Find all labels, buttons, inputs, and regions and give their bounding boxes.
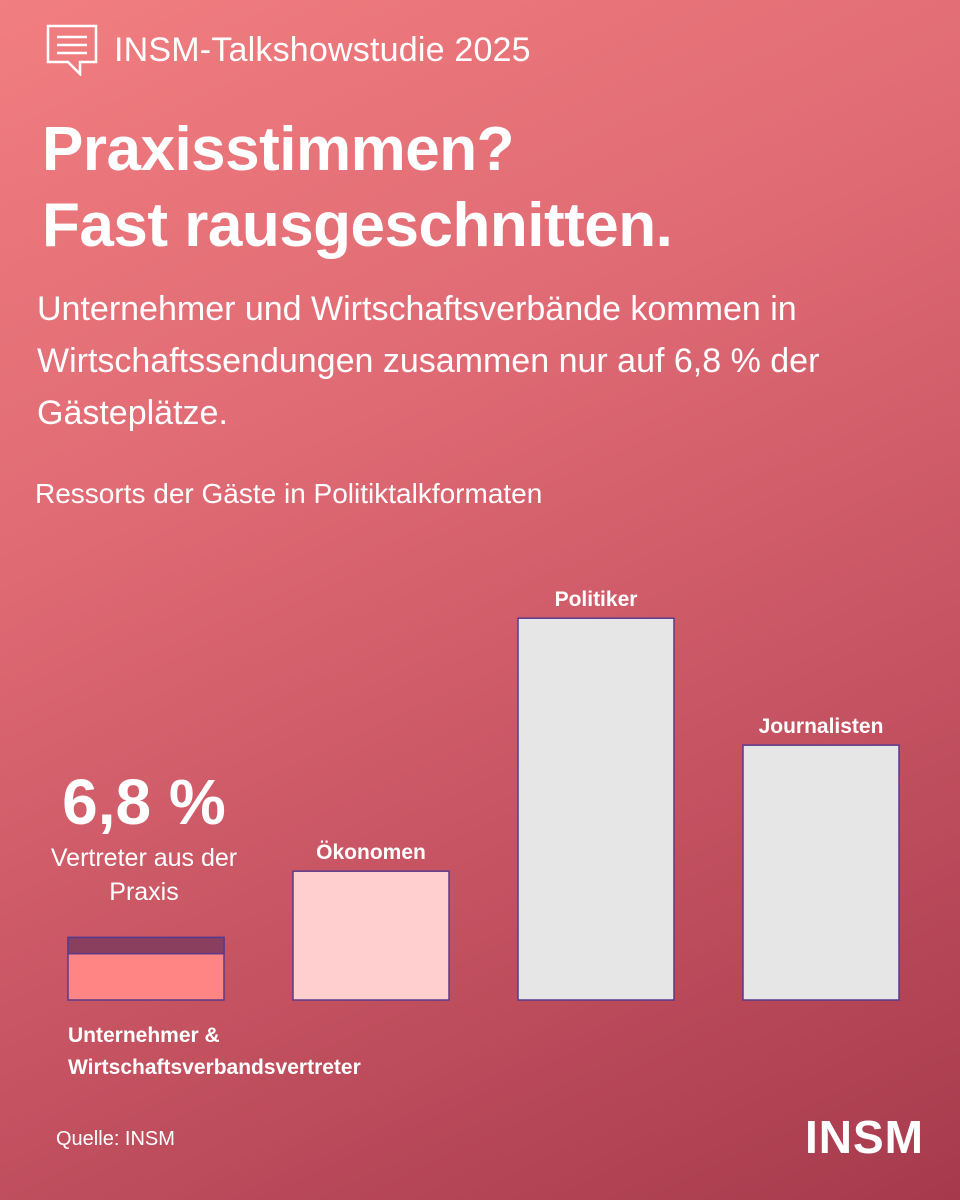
source-note: Quelle: INSM [56,1128,175,1150]
bar-label-3: Journalisten [759,715,884,738]
bar-3 [742,744,900,1001]
insm-logo: INSM [805,1111,924,1163]
highlight-value: 6,8 % [62,766,226,838]
chat-bubble-icon [46,24,98,76]
headline-line-2: Fast rausgeschnitten. [42,191,673,260]
subtitle: Unternehmer und Wirtschaftsverbände komm… [37,290,820,432]
bar-label-1: Ökonomen [316,841,426,864]
bar-0-top-segment [67,936,225,955]
bar-chart: Ökonomen Politiker Journalisten Unternehmer… [51,588,900,1079]
bar-label-2: Politiker [555,588,638,611]
bar-label-0-line-1: Unternehmer & [68,1024,220,1047]
highlight-label-line-1: Vertreter aus der [51,844,237,872]
chart-title: Ressorts der Gäste in Politiktalkformate… [35,478,543,509]
bar-1 [292,870,450,1001]
study-label: INSM-Talkshowstudie 2025 [114,30,531,69]
header: INSM-Talkshowstudie 2025 [46,24,531,76]
bar-2 [517,617,675,1001]
headline-line-1: Praxisstimmen? [42,115,515,184]
highlight-label-line-2: Praxis [109,878,178,906]
headline: Praxisstimmen? Fast rausgeschnitten. [42,112,673,264]
bar-label-0-line-2: Wirtschaftsverbandsvertreter [68,1056,361,1079]
